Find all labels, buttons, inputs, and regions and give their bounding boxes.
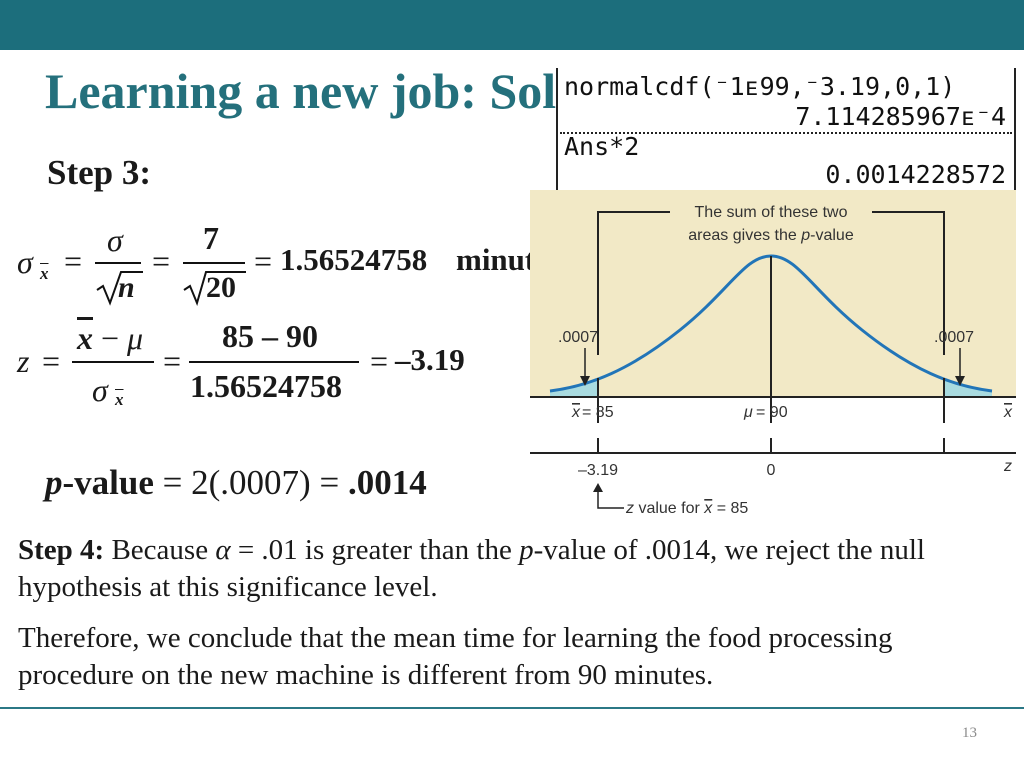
pvalue-line: p-value = 2(.0007) = .0014 [45,463,427,503]
callout-line-2: areas gives the p-value [688,227,854,244]
zvalue-pointer [597,485,624,509]
z-axis-label: z [1003,458,1012,475]
normal-curve-diagram: The sum of these two areas gives the p-v… [530,190,1016,517]
step4-text: = .01 is greater than the [230,534,520,566]
z-denominator-subscript: x [115,390,124,409]
xbar-axis-label: x [1003,404,1013,421]
right-area-label: .0007 [934,329,974,346]
equals-sign: = [370,343,389,379]
fraction2-numerator: 7 [203,220,219,256]
pvalue-expression: 2(.0007) [191,463,311,502]
z-fraction1-bar [72,361,154,363]
fraction1-bar [95,262,141,264]
alpha-symbol: α [215,534,231,566]
equals-sign: = [319,463,348,502]
fraction2-denominator: 20 [206,271,236,304]
sqrt-symbol [183,271,246,306]
mu-symbol: μ [743,404,753,421]
step3-label: Step 3: [47,153,152,192]
calculator-screen: normalcdf(⁻1ᴇ99,⁻3.19,0,1) 7.114285967ᴇ⁻… [556,68,1016,194]
equals-sign: = [64,243,83,279]
fraction2-bar [183,262,245,264]
equals-sign: = [163,343,182,379]
calculator-divider-1 [560,132,1012,134]
pvalue-result: .0014 [347,463,427,502]
sigma-subscript: x [40,264,49,283]
calculator-line-3: Ans*2 [564,132,640,161]
z-numerator-mu: μ [127,320,144,356]
fraction1-numerator: σ [107,222,123,258]
sigma-symbol: σ [17,244,33,280]
pvalue-label: -value [62,463,154,502]
z-left-value: –3.19 [578,462,618,479]
header-bar [0,0,1024,50]
callout-bracket-left [597,211,670,355]
conclusion-paragraph: Therefore, we conclude that the mean tim… [18,622,893,691]
xbar-symbol: x [571,404,581,421]
z-numerator-xbar: x [77,320,93,356]
equals-sign: = [42,343,61,379]
left-arrowhead [580,376,590,386]
sqrt-symbol [96,271,143,306]
z-denominator-sigma: σ [92,372,108,408]
callout-bracket-right [872,211,945,355]
diagram-background [530,190,1016,396]
equals-sign: = [152,243,171,279]
xbar-value: = 85 [582,404,614,421]
z-result: –3.19 [395,342,465,377]
standard-error-result: 1.56524758 [280,242,428,277]
equals-sign: = [254,243,273,279]
z-fraction2-denominator: 1.56524758 [190,368,342,404]
zvalue-arrowhead [593,483,603,492]
step4-text: -value of .0014, we reject the null hypo… [18,534,925,603]
calculator-line-4: 0.0014228572 [825,160,1006,189]
z-center-value: 0 [767,462,776,479]
z-fraction2-numerator: 85 – 90 [222,318,318,354]
z-symbol: z [17,343,30,379]
p-symbol: p [519,534,534,566]
pvalue-p: p [45,463,63,502]
mu-value: = 90 [756,404,788,421]
minus-sign: − [101,320,120,356]
step4-label: Step 4: [18,534,105,566]
fraction1-denominator: n [118,271,135,304]
equals-sign: = [162,463,192,502]
calculator-right-border [1014,68,1016,194]
zvalue-note: z value for x = 85 [625,500,748,517]
calculator-line-1: normalcdf(⁻1ᴇ99,⁻3.19,0,1) [564,72,956,101]
step4-paragraph: Step 4: Because α = .01 is greater than … [18,532,1008,606]
calculator-line-2: 7.114285967ᴇ⁻4 [795,102,1006,131]
page-number: 13 [962,725,977,741]
footer-divider [0,707,1024,709]
step4-text: Because [104,534,216,566]
left-area-label: .0007 [558,329,598,346]
right-arrowhead [955,376,965,386]
calculator-left-border [556,68,558,194]
callout-line-1: The sum of these two [695,204,848,221]
z-fraction2-bar [189,361,359,363]
